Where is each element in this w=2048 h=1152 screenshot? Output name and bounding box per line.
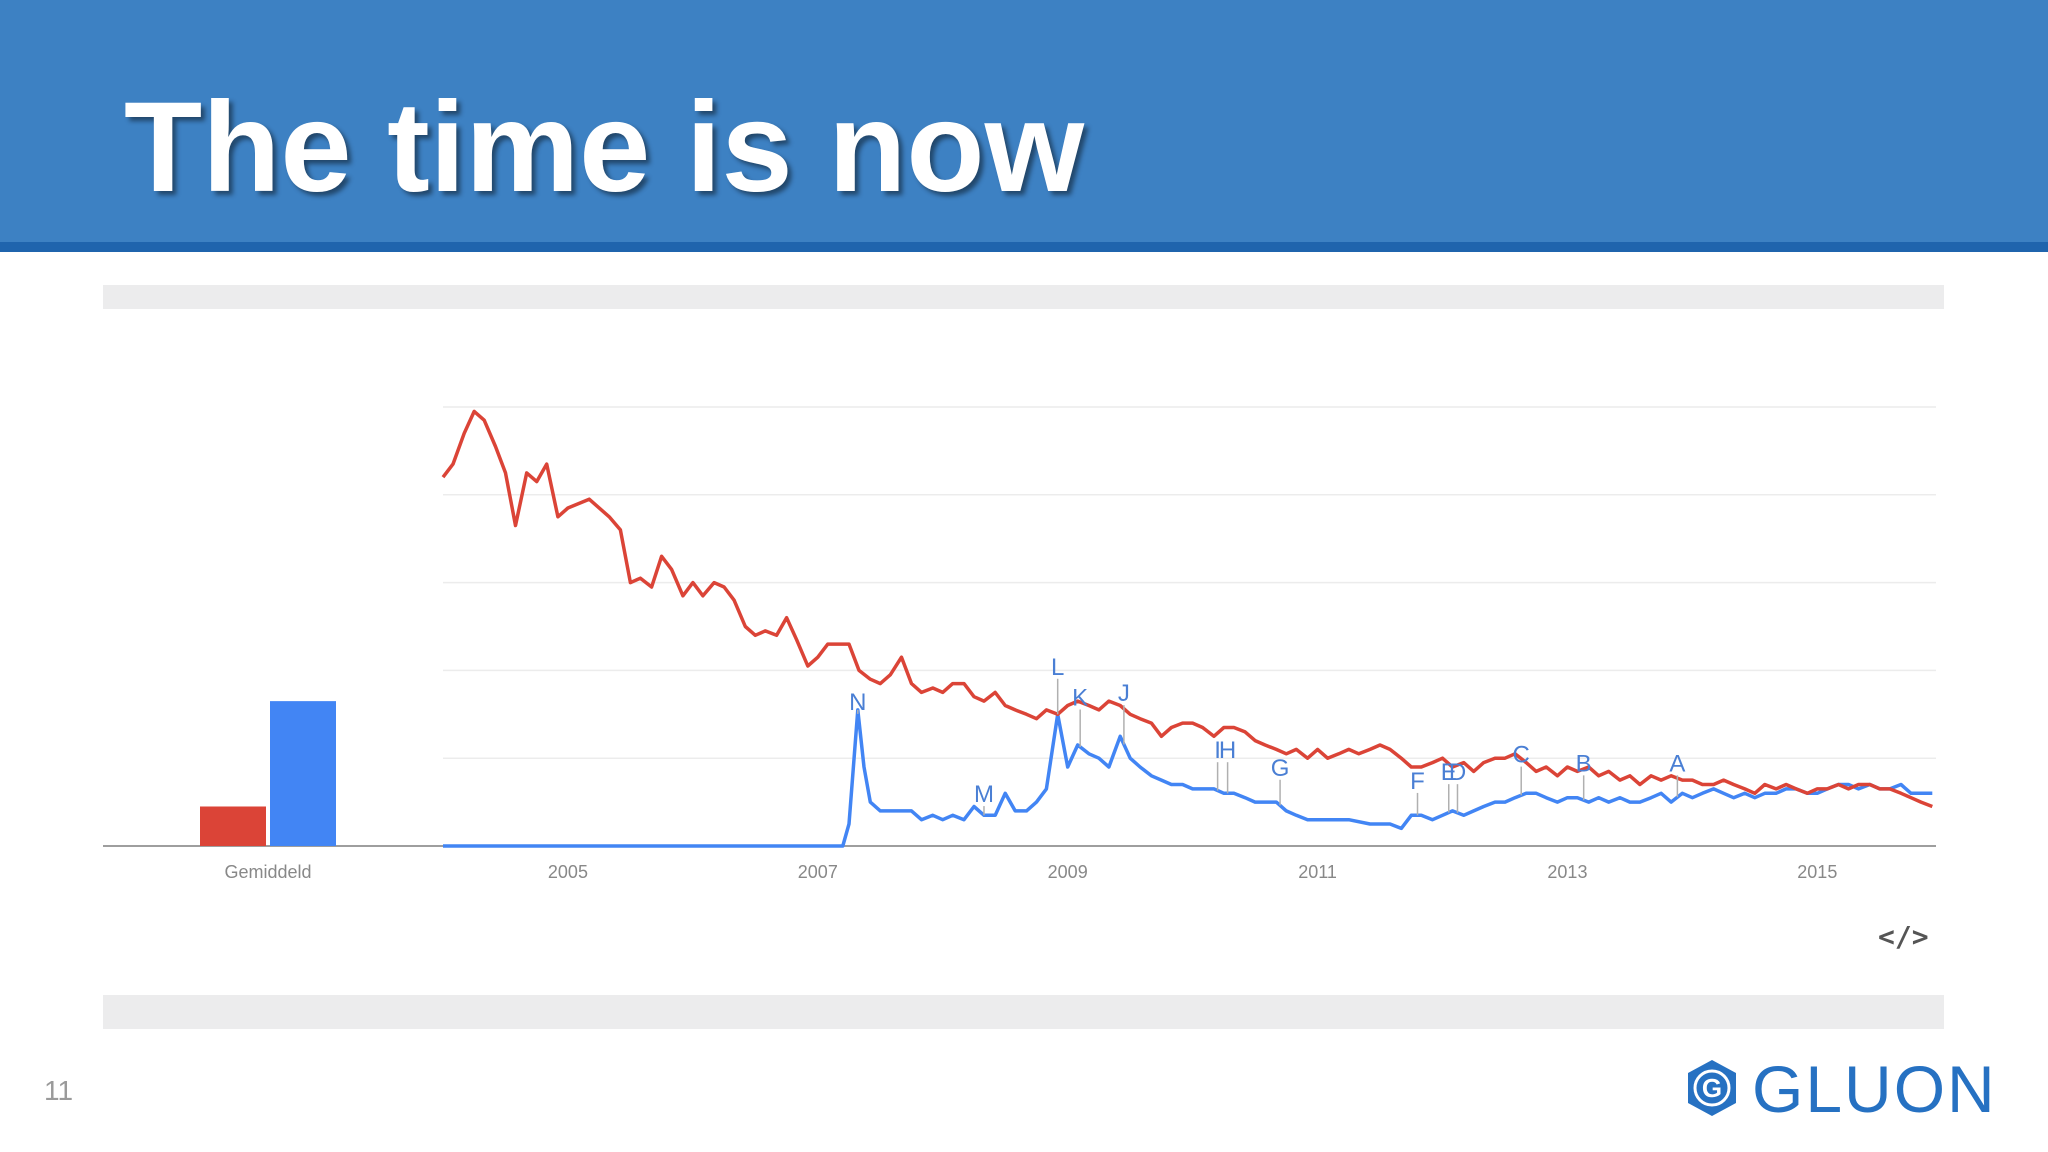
annotation-label: A xyxy=(1669,750,1685,777)
chart-top-band xyxy=(103,285,1944,309)
annotation-label: M xyxy=(974,781,994,808)
x-tick-label: 2015 xyxy=(1797,862,1837,882)
average-bar xyxy=(270,701,336,846)
gluon-logo-icon: G xyxy=(1688,1060,1736,1116)
average-label: Gemiddeld xyxy=(224,862,311,882)
gluon-logo-text: GLUON xyxy=(1752,1052,1997,1126)
annotation-label: K xyxy=(1072,685,1088,712)
x-tick-label: 2011 xyxy=(1298,862,1337,882)
annotation-label: G xyxy=(1271,755,1290,782)
average-bar xyxy=(200,806,266,846)
annotation-label: E xyxy=(1441,759,1457,786)
annotation-label: I xyxy=(1214,737,1221,764)
annotation-label: N xyxy=(849,689,866,716)
svg-text:G: G xyxy=(1702,1073,1722,1103)
code-embed-icon[interactable]: </> xyxy=(1878,920,1929,953)
chart-bottom-band xyxy=(103,995,1944,1029)
annotation-label: C xyxy=(1513,742,1530,769)
slide-title: The time is now xyxy=(124,76,1085,219)
x-tick-label: 2007 xyxy=(798,862,838,882)
x-tick-label: 2013 xyxy=(1547,862,1587,882)
annotation-label: F xyxy=(1410,768,1425,795)
annotation-label: H xyxy=(1219,737,1236,764)
x-tick-label: 2009 xyxy=(1048,862,1088,882)
series-line xyxy=(441,409,1933,809)
series-line xyxy=(443,708,1933,848)
x-tick-label: 2005 xyxy=(548,862,588,882)
header-bar: The time is now xyxy=(0,0,2048,252)
gluon-logo: G GLUON xyxy=(1682,1052,2002,1126)
annotation-label: B xyxy=(1576,750,1592,777)
annotation-label: D xyxy=(1449,759,1466,786)
slide-number: 11 xyxy=(44,1075,74,1106)
annotation-label: L xyxy=(1051,654,1064,681)
annotation-label: J xyxy=(1118,680,1130,707)
